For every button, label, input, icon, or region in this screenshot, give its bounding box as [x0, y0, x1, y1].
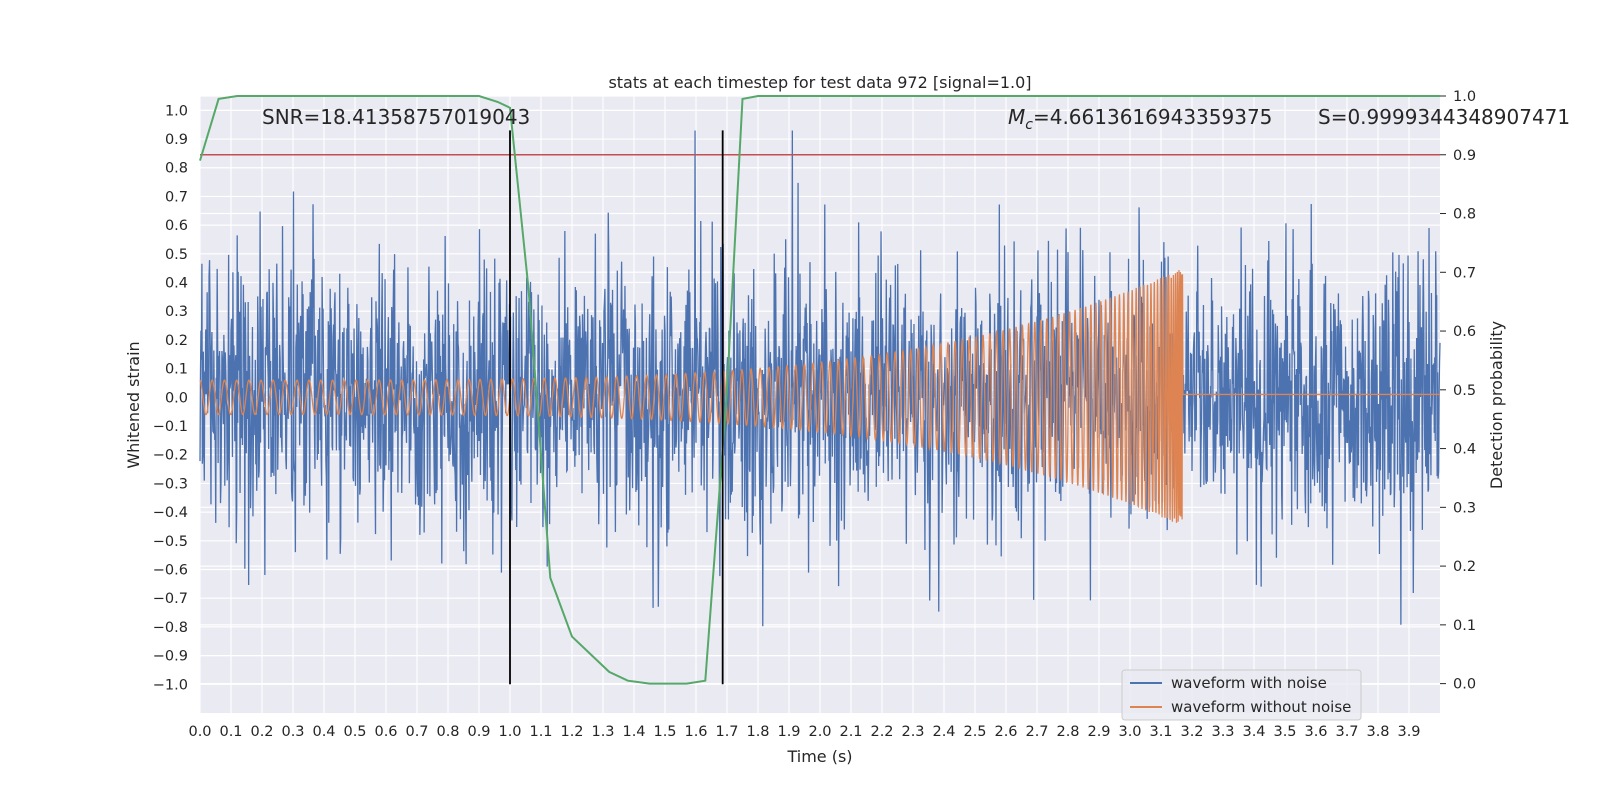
x-tick-label: 1.9: [777, 724, 800, 740]
y2-axis-label: Detection probability: [1487, 321, 1506, 489]
legend-box: [1121, 669, 1362, 721]
y-tick-label: −0.8: [153, 620, 188, 636]
x-tick-label: 0.4: [312, 724, 335, 740]
y-tick-label: −0.5: [153, 534, 188, 550]
y-tick-label: 0.6: [165, 218, 188, 234]
y-tick-label: 0.3: [165, 304, 188, 320]
x-tick-label: 2.2: [870, 724, 893, 740]
x-tick-label: 3.5: [1273, 724, 1296, 740]
x-tick-label: 3.3: [1211, 724, 1234, 740]
y-tick-label: 0.9: [165, 132, 188, 148]
x-tick-label: 0.6: [374, 724, 397, 740]
x-tick-label: 0.7: [405, 724, 428, 740]
x-tick-label: 3.7: [1335, 724, 1358, 740]
x-tick-label: 3.8: [1366, 724, 1389, 740]
y-tick-label: −0.3: [153, 476, 188, 492]
x-tick-label: 1.3: [591, 724, 614, 740]
y-axis-label: Whitened strain: [124, 341, 143, 468]
chirp-mass-value: =4.6613616943359375: [1033, 105, 1272, 129]
x-tick-label: 0.1: [219, 724, 242, 740]
x-tick-label: 3.9: [1397, 724, 1420, 740]
y-tick-label: 0.1: [165, 362, 188, 378]
x-tick-label: 3.0: [1118, 724, 1141, 740]
y-tick-label: 0.7: [165, 189, 188, 205]
y-tick-label: −0.7: [153, 591, 188, 607]
series-waveform-without-noise: [199, 270, 1440, 523]
legend-label-noise: waveform with noise: [1171, 674, 1327, 692]
x-tick-label: 1.8: [746, 724, 769, 740]
x-tick-label: 1.0: [498, 724, 521, 740]
x-axis-label: Time (s): [786, 747, 852, 766]
x-tick-label: 1.6: [684, 724, 707, 740]
chirp-mass-annotation: Mc=4.6613616943359375: [1008, 105, 1272, 133]
x-tick-label: 0.5: [343, 724, 366, 740]
x-tick-label: 1.4: [622, 724, 645, 740]
x-tick-label: 2.3: [901, 724, 924, 740]
y-tick-label: 0.5: [165, 247, 188, 263]
x-tick-label: 2.9: [1087, 724, 1110, 740]
y-tick-label: 0.2: [165, 333, 188, 349]
series-detection-probability: [199, 95, 1440, 685]
plot-area: [199, 95, 1441, 685]
chirp-mass-subscript: c: [1025, 117, 1033, 133]
x-tick-label: 2.8: [1056, 724, 1079, 740]
x-tick-label: 0.8: [436, 724, 459, 740]
y2-tick-label: 0.5: [1453, 383, 1476, 399]
x-tick-label: 2.5: [963, 724, 986, 740]
x-tick-label: 2.1: [839, 724, 862, 740]
x-tick-label: 0.0: [188, 724, 211, 740]
y2-tick-label: 0.3: [1453, 500, 1476, 516]
y-tick-label: 0.0: [165, 390, 188, 406]
y-tick-label: −0.2: [153, 448, 188, 464]
x-tick-label: 1.7: [715, 724, 738, 740]
x-tick-labels: 0.0 0.1 0.2 0.3 0.4 0.5 0.6 0.7 0.8 0.9 1.0 1.1 1.2 1…: [188, 724, 1420, 740]
snr-annotation: SNR=18.41358757019043: [262, 105, 530, 129]
y-tick-label: −0.1: [153, 419, 188, 435]
chart-title: stats at each timestep for test data 972…: [608, 73, 1031, 92]
x-tick-label: 2.0: [808, 724, 831, 740]
y-tick-label: −0.4: [153, 505, 188, 521]
y-tick-label: −1.0: [153, 677, 188, 693]
y2-tick-label: 0.7: [1453, 265, 1476, 281]
x-tick-label: 3.4: [1242, 724, 1265, 740]
y-tick-label: 1.0: [165, 103, 188, 119]
x-tick-label: 3.2: [1180, 724, 1203, 740]
score-annotation: S=0.9999344348907471: [1318, 105, 1570, 129]
x-tick-label: 1.1: [529, 724, 552, 740]
x-tick-label: 1.5: [653, 724, 676, 740]
x-tick-label: 0.9: [467, 724, 490, 740]
x-tick-label: 3.6: [1304, 724, 1327, 740]
y2-tick-label: 0.4: [1453, 442, 1476, 458]
x-tick-label: 2.7: [1025, 724, 1048, 740]
x-tick-label: 1.2: [560, 724, 583, 740]
y-tick-labels: 1.0 0.9 0.8 0.7 0.6 0.5 0.4 0.3 0.2 0.1 0.0 −0.1 −0.…: [153, 103, 188, 693]
chirp-mass-symbol: M: [1008, 105, 1025, 129]
y2-tick-label: 0.6: [1453, 324, 1476, 340]
x-tick-label: 0.2: [250, 724, 273, 740]
y2-tick-label: 0.9: [1453, 148, 1476, 164]
y2-tick-labels: 1.0 0.9 0.8 0.7 0.6 0.5 0.4 0.3 0.2 0.1 0.0: [1440, 89, 1476, 693]
y2-tick-label: 0.2: [1453, 559, 1476, 575]
y2-tick-label: 1.0: [1453, 89, 1476, 105]
y-tick-label: 0.4: [165, 276, 188, 292]
legend: waveform with noise waveform without noi…: [1121, 669, 1362, 721]
y-tick-label: −0.6: [153, 563, 188, 579]
y2-tick-label: 0.0: [1453, 677, 1476, 693]
y2-tick-label: 0.1: [1453, 618, 1476, 634]
x-tick-label: 0.3: [281, 724, 304, 740]
y-tick-label: 0.8: [165, 161, 188, 177]
y2-tick-label: 0.8: [1453, 207, 1476, 223]
x-tick-label: 3.1: [1149, 724, 1172, 740]
x-tick-label: 2.6: [994, 724, 1017, 740]
x-tick-label: 2.4: [932, 724, 955, 740]
y-tick-label: −0.9: [153, 649, 188, 665]
legend-label-clean: waveform without noise: [1171, 698, 1351, 716]
